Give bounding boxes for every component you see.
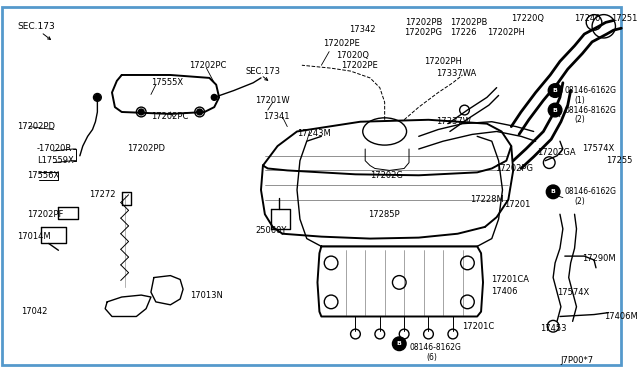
Text: 17228M: 17228M [470,195,504,204]
Text: 17240: 17240 [575,14,601,23]
Text: 17226: 17226 [450,28,476,36]
Circle shape [548,103,562,117]
Circle shape [95,94,100,100]
Text: 17202PD: 17202PD [127,144,164,154]
Text: 17042: 17042 [21,307,48,316]
Text: 08146-8162G: 08146-8162G [565,106,617,115]
Text: B: B [550,189,556,194]
Text: 17202PG: 17202PG [404,28,442,36]
Text: 17202PH: 17202PH [487,28,525,36]
Text: 17013N: 17013N [190,291,223,299]
Text: 17202PD: 17202PD [17,122,56,131]
Text: 17337WA: 17337WA [436,68,477,77]
Text: 17243M: 17243M [297,129,331,138]
Text: 17202GA: 17202GA [538,148,576,157]
Text: 17251: 17251 [612,14,638,23]
Text: 17202PB: 17202PB [405,18,442,27]
Text: SEC.173: SEC.173 [245,67,280,76]
Text: L17559X: L17559X [37,156,74,165]
Text: (2): (2) [575,197,586,206]
Text: 08146-8162G: 08146-8162G [409,343,461,352]
Text: 17202PC: 17202PC [151,112,188,121]
Text: 17406: 17406 [491,287,517,296]
Text: 17202G: 17202G [370,171,403,180]
Text: 17201: 17201 [504,200,531,209]
Text: (6): (6) [426,353,437,362]
Text: (2): (2) [575,115,586,124]
Text: 08146-6162G: 08146-6162G [565,187,617,196]
Text: 17406M: 17406M [604,312,637,321]
Text: 17202PG: 17202PG [495,164,532,173]
Text: 17453: 17453 [540,324,567,333]
Text: 17202PE: 17202PE [341,61,378,70]
Text: -17020R: -17020R [37,144,72,154]
Text: 17201CA: 17201CA [491,275,529,284]
Text: 08146-6162G: 08146-6162G [565,86,617,95]
Circle shape [211,94,217,100]
Text: 17020Q: 17020Q [336,51,369,60]
Text: 17202PB: 17202PB [450,18,487,27]
Text: 25060Y: 25060Y [255,226,287,235]
Text: 17337W: 17337W [436,117,471,126]
Text: 17202PC: 17202PC [189,61,227,70]
Circle shape [196,109,202,115]
Text: B: B [553,108,557,113]
Text: 17290M: 17290M [582,254,616,263]
Circle shape [392,337,406,350]
Text: 17574X: 17574X [557,288,589,296]
Text: 17202PH: 17202PH [424,57,461,66]
Text: 17285P: 17285P [368,210,400,219]
Text: 17255: 17255 [605,156,632,165]
Text: 17341: 17341 [263,112,289,121]
Text: 17220Q: 17220Q [511,14,544,23]
Text: 17201C: 17201C [463,322,495,331]
Text: SEC.173: SEC.173 [17,22,55,31]
Text: 17574X: 17574X [582,144,614,154]
Text: 17555X: 17555X [151,78,183,87]
Circle shape [138,109,144,115]
Text: B: B [553,88,557,93]
Text: 17202PF: 17202PF [28,210,63,219]
Text: 17342: 17342 [349,25,375,34]
Circle shape [548,84,562,97]
Text: 17014M: 17014M [17,232,51,241]
Text: 17202PE: 17202PE [323,39,360,48]
Text: J7P00*7: J7P00*7 [560,356,593,365]
Text: 17556X: 17556X [28,171,60,180]
Text: (1): (1) [575,96,586,105]
Text: 17201W: 17201W [255,96,290,105]
Text: B: B [397,341,402,346]
Text: 17272: 17272 [90,190,116,199]
Circle shape [547,185,560,199]
